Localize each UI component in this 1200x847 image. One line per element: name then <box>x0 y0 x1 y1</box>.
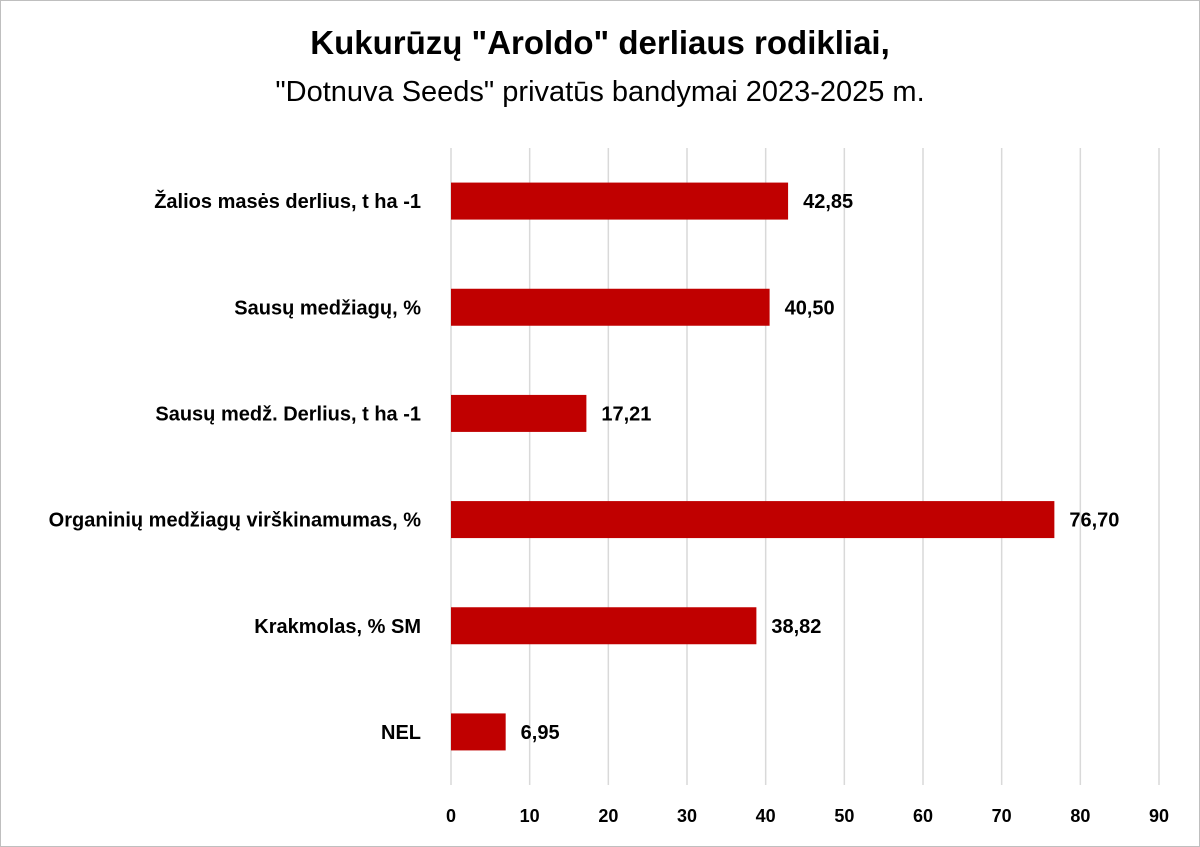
category-labels: Žalios masės derlius, t ha -1 Sausų medži… <box>49 189 422 744</box>
x-tick-label: 50 <box>834 806 854 826</box>
x-tick-label: 90 <box>1149 806 1169 826</box>
bar <box>451 713 506 751</box>
category-label: Žalios masės derlius, t ha -1 <box>154 189 421 213</box>
bar <box>451 501 1055 539</box>
data-labels: 42,85 40,50 17,21 76,70 38,82 6,95 <box>521 191 1120 744</box>
data-label: 6,95 <box>521 722 560 744</box>
data-label: 40,50 <box>785 297 835 319</box>
x-tick-label: 10 <box>520 806 540 826</box>
category-label: Sausų medž. Derlius, t ha -1 <box>155 403 421 425</box>
x-tick-label: 70 <box>992 806 1012 826</box>
category-label: Organinių medžiagų virškinamumas, % <box>49 510 422 532</box>
category-label: Krakmolas, % SM <box>254 616 421 638</box>
bar <box>451 607 757 645</box>
x-axis-tick-labels: 0 10 20 30 40 50 60 70 80 90 <box>446 806 1169 826</box>
grid-lines <box>450 148 1160 785</box>
x-tick-label: 40 <box>756 806 776 826</box>
chart-subtitle: "Dotnuva Seeds" privatūs bandymai 2023-2… <box>275 76 925 108</box>
category-label: Sausų medžiagų, % <box>234 297 421 319</box>
x-tick-label: 0 <box>446 806 456 826</box>
category-label: NEL <box>381 722 421 744</box>
data-label: 42,85 <box>803 191 853 213</box>
data-label: 17,21 <box>601 403 651 425</box>
bar <box>451 288 770 326</box>
x-tick-label: 20 <box>598 806 618 826</box>
bar <box>451 182 789 220</box>
bar <box>451 394 587 432</box>
x-tick-label: 80 <box>1070 806 1090 826</box>
x-tick-label: 60 <box>913 806 933 826</box>
data-label: 76,70 <box>1069 510 1119 532</box>
bars <box>451 182 1055 751</box>
chart-title: Kukurūzų "Aroldo" derliaus rodikliai, <box>310 24 890 61</box>
data-label: 38,82 <box>771 616 821 638</box>
x-tick-label: 30 <box>677 806 697 826</box>
